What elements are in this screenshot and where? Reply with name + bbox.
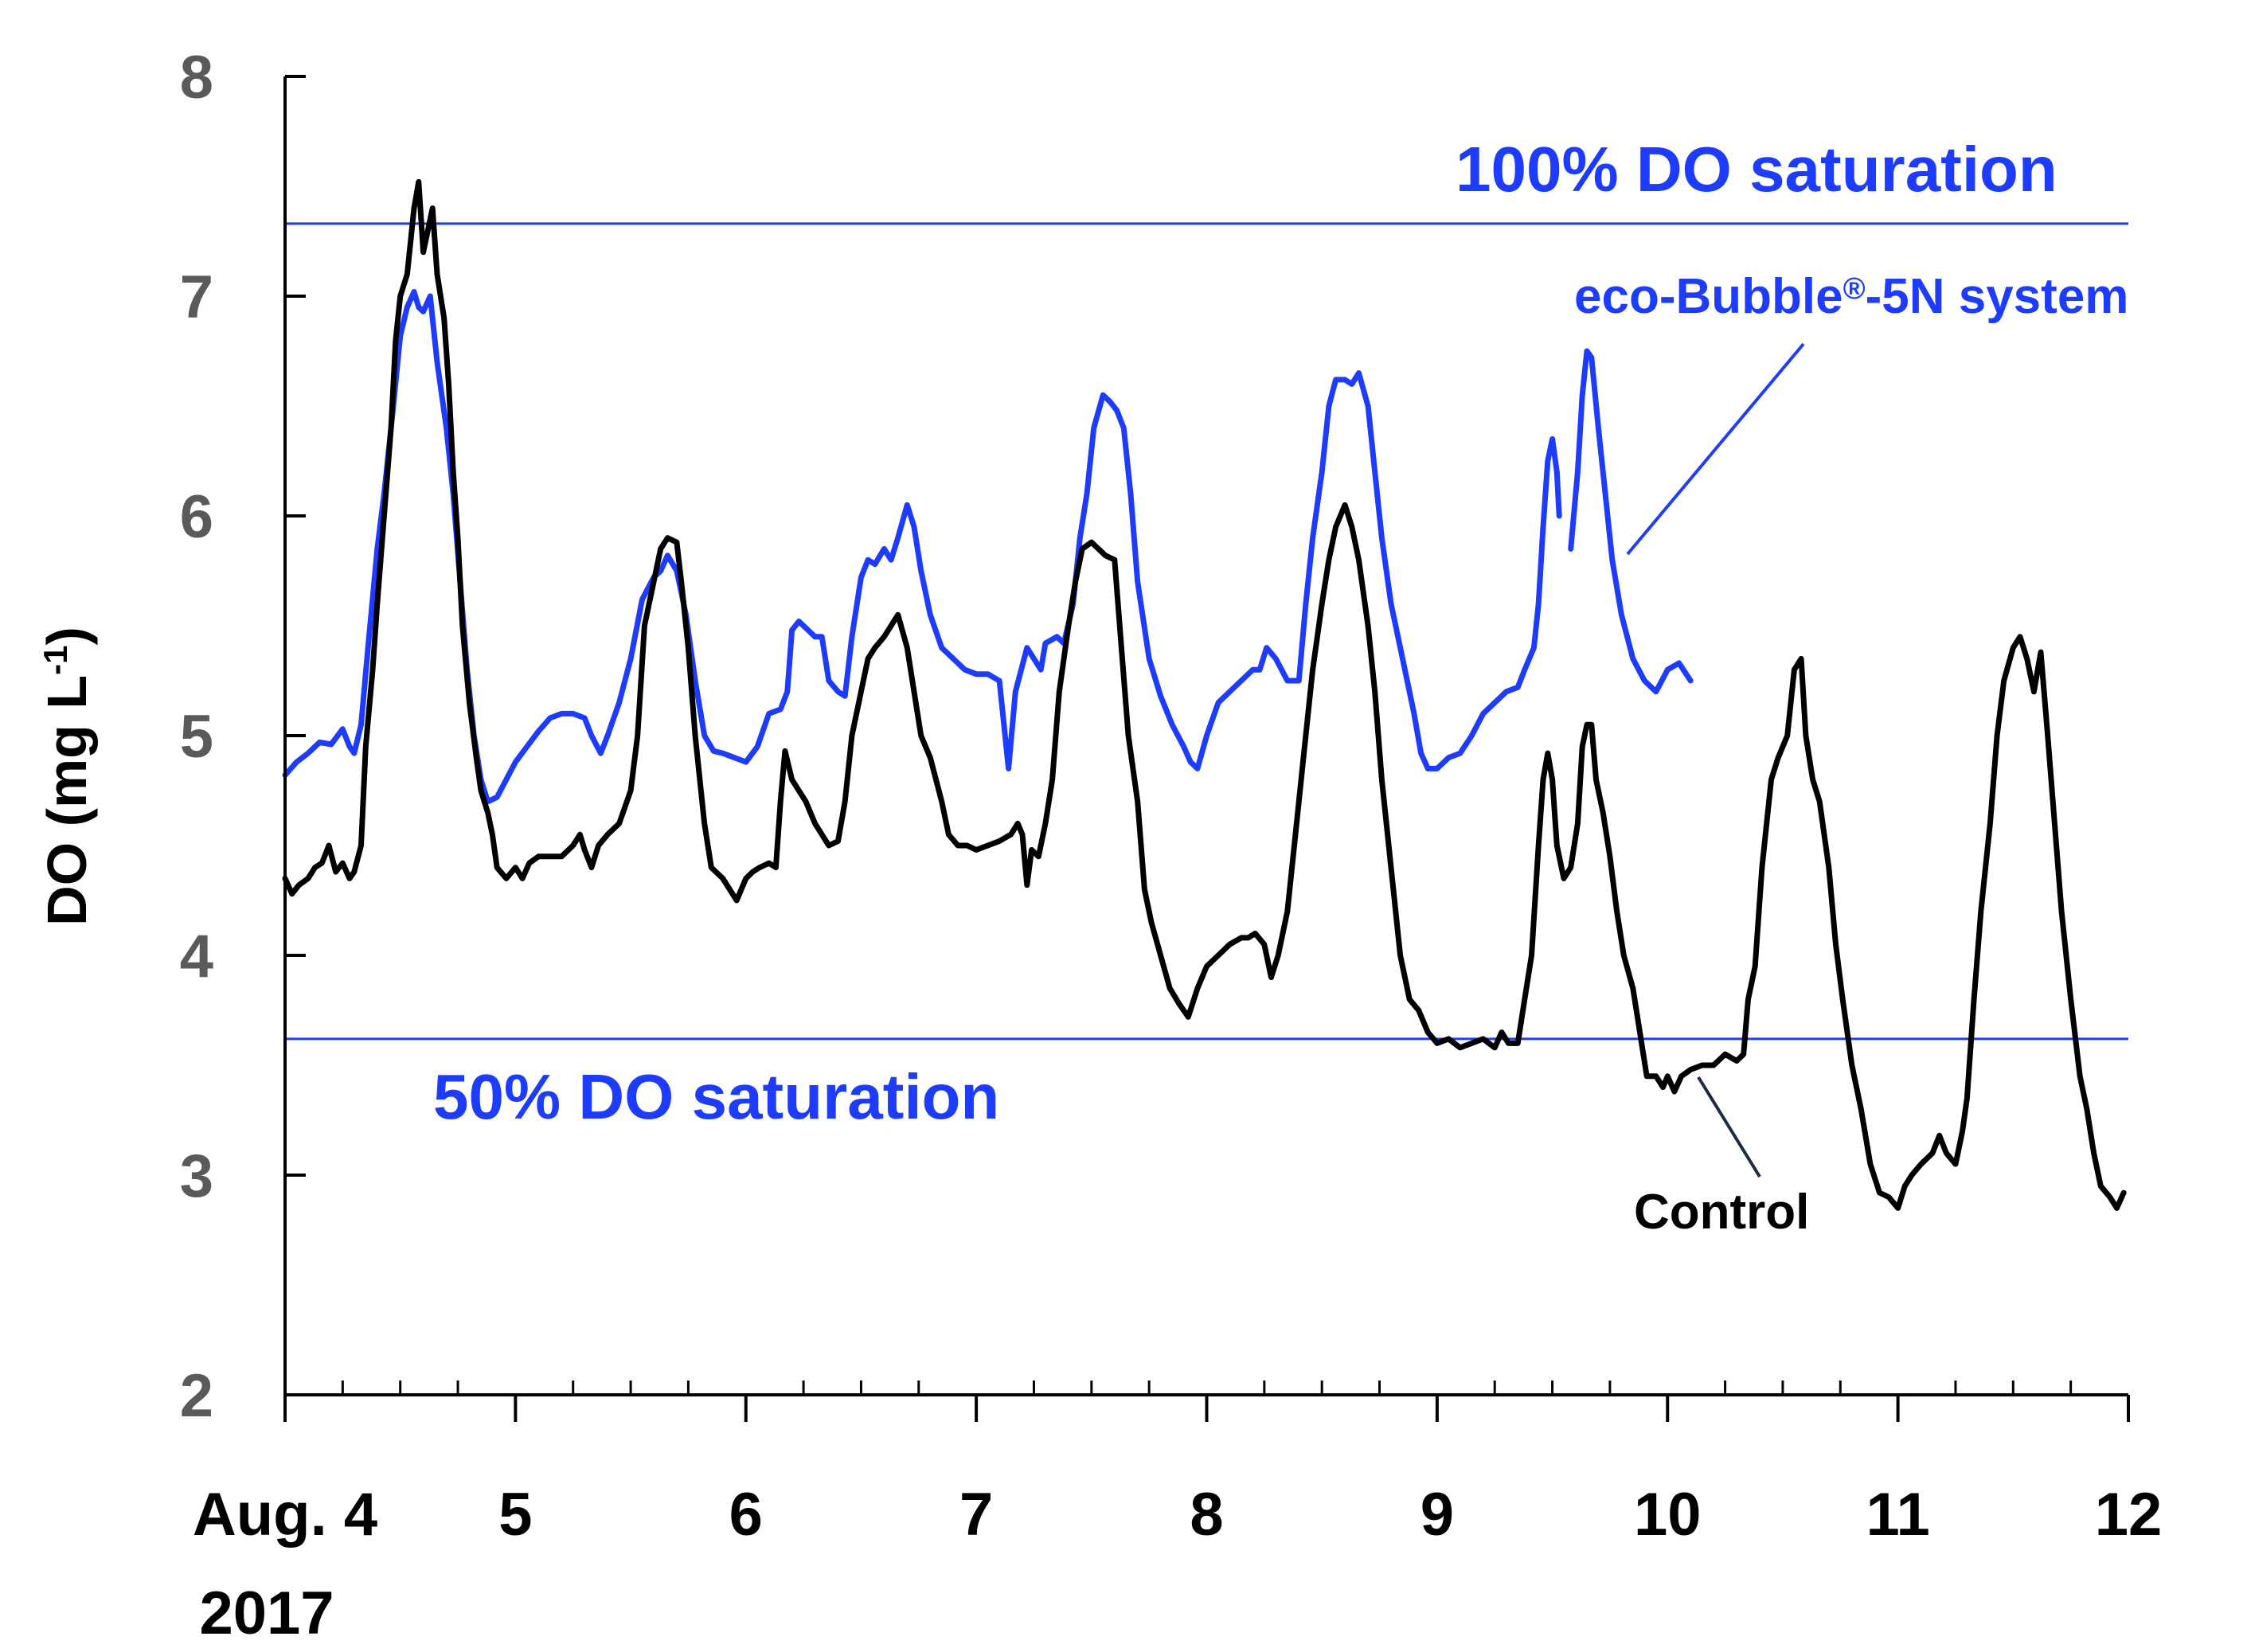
series-line-control-seg-0 (282, 179, 2127, 1211)
y-tick-label-7: 7 (180, 264, 213, 331)
x-tick-label-11: 11 (1866, 1481, 1929, 1549)
y-tick-label-2: 2 (180, 1362, 213, 1430)
x-tick-label-10: 10 (1634, 1481, 1702, 1549)
x-extra-label-year: 2017 (199, 1580, 334, 1647)
x-tick-label-8: 8 (1190, 1481, 1223, 1549)
axes: 2 3 4 5 6 7 8 Aug. 4 5 6 7 8 9 10 11 12 (180, 44, 2163, 1549)
x-tick-label-4: Aug. 4 (193, 1481, 377, 1549)
y-tick-label-5: 5 (180, 703, 213, 771)
ref-label-50: 50% DO saturation (433, 1061, 999, 1132)
y-axis-label: DO (mg L-1) (36, 627, 98, 926)
labels: DO (mg L-1) 100% DO saturation 50% DO sa… (36, 134, 2128, 1647)
series-label-eco-bubble: eco-Bubble®-5N system (1574, 269, 2128, 324)
series-label-control: Control (1634, 1185, 1809, 1240)
y-tick-label-4: 4 (180, 923, 213, 990)
x-tick-label-6: 6 (729, 1481, 763, 1549)
x-tick-label-9: 9 (1420, 1481, 1454, 1549)
y-tick-label-3: 3 (180, 1142, 213, 1210)
leader-line-eco-bubble (1626, 342, 1805, 556)
series-lines (282, 179, 2127, 1211)
y-tick-label-6: 6 (180, 483, 213, 551)
x-tick-label-12: 12 (2095, 1481, 2163, 1549)
x-tick-label-7: 7 (959, 1481, 993, 1549)
ref-label-100: 100% DO saturation (1456, 134, 2057, 205)
x-tick-label-5: 5 (498, 1481, 532, 1549)
series-line-eco-bubble-seg-1 (1568, 348, 1694, 695)
y-tick-label-8: 8 (180, 44, 213, 111)
leader-line-control (1697, 1076, 1761, 1178)
reference-lines (285, 222, 2128, 1178)
